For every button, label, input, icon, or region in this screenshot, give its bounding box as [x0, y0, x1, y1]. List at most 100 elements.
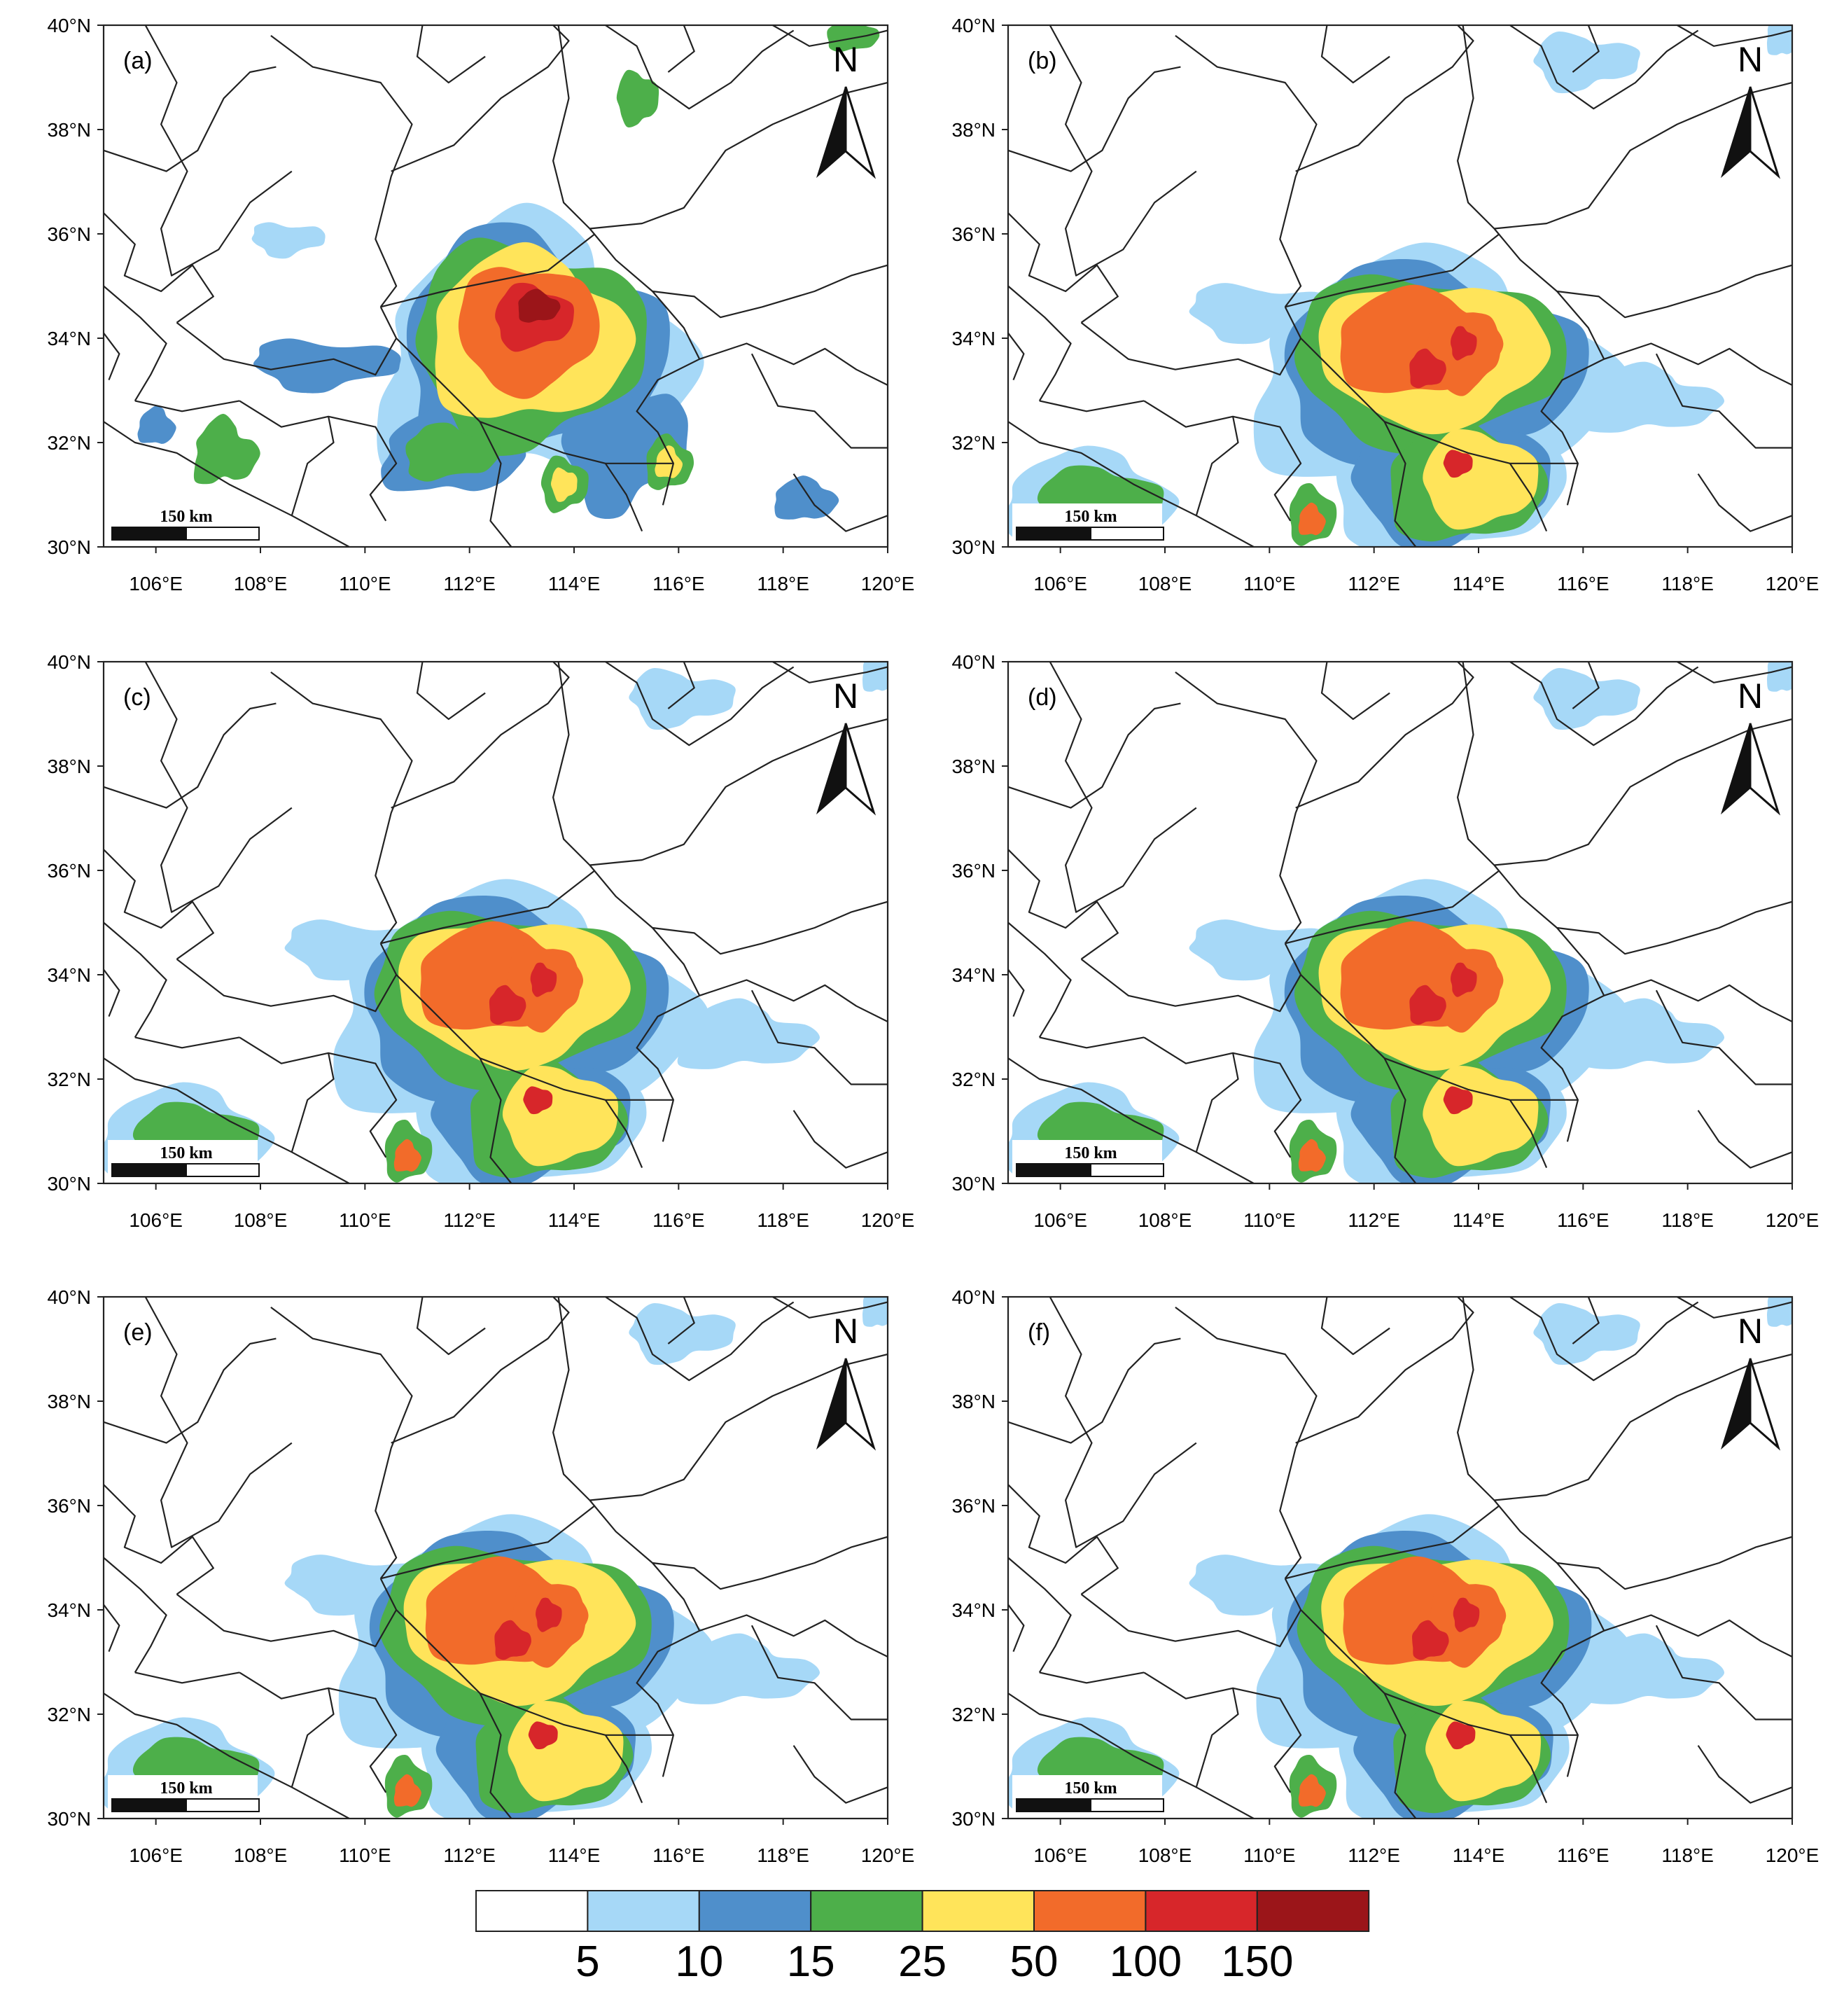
lat-tick-label: 36°N: [951, 860, 996, 882]
map-plot-f: 106°E 108°E 110°E 112°E 114°E 116°E 118°E 120°E…: [951, 1286, 1819, 1866]
lat-tick-label: 38°N: [47, 119, 91, 141]
scale-bar: 150 km: [1012, 503, 1164, 544]
province-boundary: [291, 1052, 335, 1153]
lat-tick-label: 40°N: [951, 15, 996, 36]
province-boundary: [270, 672, 413, 944]
province-boundary: [1603, 342, 1792, 386]
lat-tick-label: 32°N: [951, 1704, 996, 1725]
colorbar-swatch: [1256, 1890, 1370, 1932]
province-boundary: [1175, 1307, 1318, 1579]
province-boundary: [667, 1297, 695, 1344]
precip-contour-level-2: [774, 475, 839, 520]
province-boundary: [750, 989, 888, 1085]
colorbar-swatch: [587, 1890, 700, 1932]
lat-tick-label: 40°N: [47, 1286, 91, 1308]
province-boundary: [1457, 25, 1495, 230]
province-boundary: [479, 1057, 512, 1183]
province-boundary: [104, 1057, 350, 1183]
province-boundary: [1080, 1593, 1302, 1648]
precip-contour-level-3: [405, 422, 501, 482]
precip-contour-level-7: [518, 289, 561, 323]
lon-tick-label: 110°E: [1243, 1209, 1296, 1231]
lat-tick-label: 32°N: [47, 432, 91, 454]
province-boundary: [605, 25, 795, 110]
lat-tick-label: 38°N: [47, 1391, 91, 1412]
map-plot-e: 106°E 108°E 110°E 112°E 114°E 116°E 118°E 120°E…: [47, 1286, 914, 1866]
precip-contour-level-6: [1412, 1620, 1449, 1660]
map-panel-f: 106°E 108°E 110°E 112°E 114°E 116°E 118°E 120°E…: [904, 1272, 1819, 1888]
province-boundary: [605, 662, 795, 746]
province-boundary: [1540, 927, 1605, 1142]
province-boundary: [1143, 400, 1302, 522]
precip-contour-level-6: [1451, 962, 1477, 997]
lon-tick-label: 106°E: [1033, 573, 1087, 595]
precip-contour-level-1: [1533, 667, 1640, 730]
scale-bar: 150 km: [108, 1775, 260, 1816]
precip-contour-level-5: [1298, 502, 1326, 536]
precip-contour-level-4: [550, 467, 578, 502]
precip-contour-level-6: [1409, 348, 1446, 389]
province-boundary: [1697, 473, 1792, 532]
map-panel-e: 106°E 108°E 110°E 112°E 114°E 116°E 118°E 120°E…: [0, 1272, 914, 1888]
province-boundary: [1493, 1499, 1792, 1590]
province-boundary: [1008, 421, 1255, 547]
province-boundary: [176, 321, 398, 376]
lon-tick-label: 114°E: [548, 1209, 601, 1231]
map-plot-c: 106°E 108°E 110°E 112°E 114°E 116°E 118°E 120°E…: [47, 651, 914, 1231]
province-boundary: [1509, 662, 1699, 746]
province-boundary: [104, 212, 214, 324]
province-boundary: [1143, 1036, 1302, 1158]
scale-bar: 150 km: [108, 1140, 260, 1181]
province-boundary: [104, 1604, 120, 1653]
lon-tick-label: 114°E: [1453, 1844, 1505, 1866]
lat-tick-label: 30°N: [47, 1173, 91, 1195]
panel-label: (d): [1028, 684, 1057, 711]
province-boundary: [379, 943, 673, 1101]
province-boundary: [479, 1692, 512, 1819]
scale-bar: 150 km: [108, 503, 260, 544]
precip-contour-level-1: [1581, 998, 1725, 1069]
svg-text:N: N: [1738, 676, 1763, 716]
province-boundary: [379, 1578, 673, 1736]
province-boundary: [1540, 291, 1605, 506]
north-arrow-icon: N: [1720, 676, 1781, 816]
province-boundary: [1295, 1297, 1474, 1444]
province-boundary: [1175, 35, 1318, 307]
province-boundary: [1039, 1671, 1145, 1684]
lon-tick-label: 106°E: [1033, 1844, 1087, 1866]
svg-text:N: N: [833, 40, 858, 79]
province-boundary: [1008, 66, 1181, 172]
lon-tick-label: 112°E: [443, 573, 496, 595]
colorbar-label: 5: [575, 1938, 599, 1986]
colorbar-swatch: [698, 1890, 812, 1932]
north-arrow-icon: N: [816, 676, 876, 816]
lat-tick-label: 38°N: [951, 1391, 996, 1412]
province-boundary: [1383, 421, 1417, 547]
province-boundary: [750, 353, 888, 449]
province-boundary: [391, 25, 570, 172]
lon-tick-label: 110°E: [339, 1209, 391, 1231]
svg-text:150 km: 150 km: [160, 1779, 212, 1798]
province-boundary: [1285, 1505, 1500, 1580]
lon-tick-label: 118°E: [757, 1209, 809, 1231]
province-boundary: [1677, 662, 1792, 683]
province-boundary: [416, 662, 486, 721]
province-boundary: [1509, 1297, 1699, 1382]
lon-tick-label: 106°E: [129, 1209, 183, 1231]
province-boundary: [552, 1297, 591, 1501]
province-boundary: [1697, 1110, 1792, 1169]
precip-contour-level-6: [494, 1620, 531, 1660]
province-boundary: [1494, 1353, 1792, 1501]
province-boundary: [1008, 1337, 1181, 1444]
province-boundary: [1195, 1052, 1239, 1153]
province-boundary: [1195, 416, 1239, 516]
province-boundary: [1008, 702, 1181, 809]
province-boundary: [104, 1484, 214, 1595]
precip-contour-level-1: [1581, 361, 1725, 433]
precip-contour-level-1: [284, 1555, 433, 1616]
scale-bar: 150 km: [1012, 1140, 1164, 1181]
province-boundary: [1494, 81, 1792, 230]
province-boundary: [104, 1692, 350, 1819]
precip-contour-level-6: [1453, 1597, 1480, 1632]
precip-contour-level-6: [536, 1597, 562, 1632]
